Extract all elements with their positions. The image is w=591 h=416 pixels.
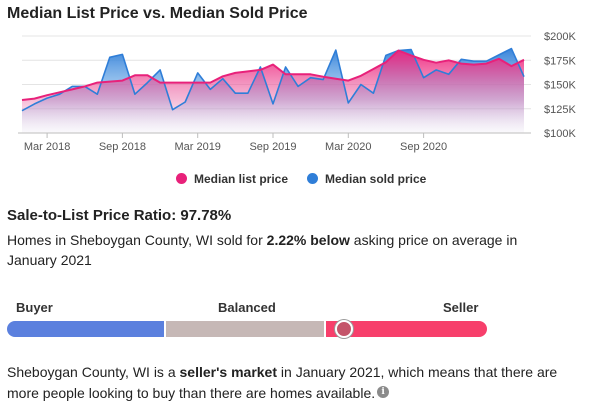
chart-areas <box>22 48 524 133</box>
ratio-text-pre: Homes in Sheboygan County, WI sold for <box>7 232 267 248</box>
y-tick-label: $175K <box>544 55 576 67</box>
y-tick-label: $125K <box>544 104 576 116</box>
info-icon[interactable]: i <box>377 386 390 398</box>
scale-label-buyer: Buyer <box>16 300 53 315</box>
x-tick-label: Mar 2020 <box>325 141 371 153</box>
list-price-line <box>21 49 525 101</box>
y-axis: $200K $175K $150K $125K $100K <box>544 31 576 140</box>
market-position-marker <box>335 320 353 338</box>
y-tick-label: $200K <box>544 31 576 43</box>
legend-label: Median list price <box>194 172 289 186</box>
scale-label-balanced: Balanced <box>218 300 276 315</box>
x-axis: Mar 2018 Sep 2018 Mar 2019 Sep 2019 Mar 2020… <box>18 132 531 153</box>
chart-title: Median List Price vs. Median Sold Price <box>7 5 308 22</box>
scale-bar-balanced <box>166 321 324 337</box>
list-price-area <box>22 50 524 133</box>
legend-item-sold-price[interactable]: Median sold price <box>307 172 426 186</box>
x-tick-label: Mar 2018 <box>24 141 70 153</box>
legend-label: Median sold price <box>325 172 427 186</box>
x-tick-label: Mar 2019 <box>174 141 220 153</box>
chart-legend: Median list price Median sold price <box>0 172 591 188</box>
x-tick-label: Sep 2020 <box>400 141 447 153</box>
market-text-post: in January 2021, which means that there … <box>7 364 558 401</box>
market-text-pre: Sheboygan County, WI is a <box>7 364 180 380</box>
legend-dot-icon <box>176 173 187 184</box>
y-tick-label: $100K <box>544 128 576 140</box>
scale-label-seller: Seller <box>443 300 479 315</box>
x-tick-label: Sep 2019 <box>249 141 296 153</box>
legend-item-list-price[interactable]: Median list price <box>176 172 288 186</box>
ratio-text-post: asking price on average in January 2021 <box>7 232 518 268</box>
ratio-title: Sale-to-List Price Ratio: 97.78% <box>7 207 232 224</box>
ratio-text-bold: 2.22% below <box>266 232 350 248</box>
y-tick-label: $150K <box>544 80 576 92</box>
market-text-bold: seller's market <box>179 364 278 380</box>
chart-lines <box>21 47 525 112</box>
x-tick-label: Sep 2018 <box>99 141 146 153</box>
scale-bar-seller <box>326 321 487 337</box>
price-chart: Mar 2018 Sep 2018 Mar 2019 Sep 2019 Mar 2020… <box>18 31 576 153</box>
legend-dot-icon <box>307 173 318 184</box>
scale-bar-buyer <box>7 321 164 337</box>
market-description: Sheboygan County, WI is a seller's marke… <box>7 362 567 404</box>
sold-price-line <box>21 47 525 112</box>
ratio-description: Homes in Sheboygan County, WI sold for 2… <box>7 230 567 270</box>
